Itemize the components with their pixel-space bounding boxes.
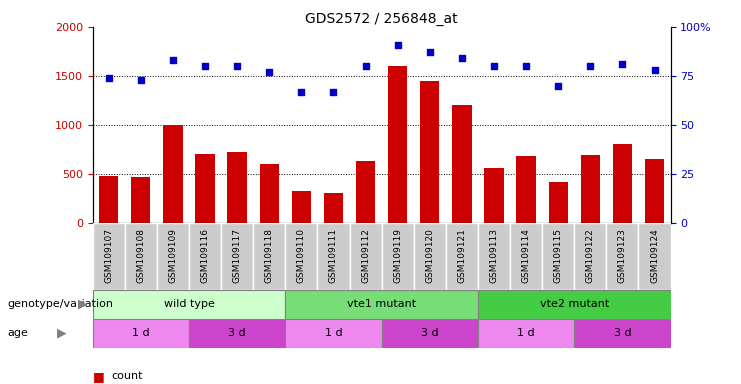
Point: [392, 41, 404, 48]
Bar: [516, 156, 536, 223]
Bar: [317, 223, 350, 290]
Bar: [285, 319, 382, 348]
Bar: [510, 223, 542, 290]
Text: GSM109116: GSM109116: [201, 228, 210, 283]
Bar: [382, 319, 478, 348]
Bar: [227, 152, 247, 223]
Point: [456, 55, 468, 61]
Point: [296, 88, 308, 94]
Text: GSM109118: GSM109118: [265, 228, 273, 283]
Bar: [157, 223, 189, 290]
Text: genotype/variation: genotype/variation: [7, 299, 113, 310]
Bar: [189, 223, 221, 290]
Bar: [388, 66, 408, 223]
Bar: [478, 290, 671, 319]
Text: GSM109111: GSM109111: [329, 228, 338, 283]
Bar: [420, 81, 439, 223]
Title: GDS2572 / 256848_at: GDS2572 / 256848_at: [305, 12, 458, 26]
Point: [424, 49, 436, 55]
Text: GSM109119: GSM109119: [393, 228, 402, 283]
Bar: [581, 155, 600, 223]
Bar: [221, 223, 253, 290]
Bar: [259, 164, 279, 223]
Point: [103, 75, 115, 81]
Text: 1 d: 1 d: [517, 328, 535, 338]
Text: GSM109107: GSM109107: [104, 228, 113, 283]
Bar: [292, 191, 311, 223]
Bar: [131, 177, 150, 223]
Point: [520, 63, 532, 69]
Text: GSM109113: GSM109113: [490, 228, 499, 283]
Text: GSM109122: GSM109122: [586, 228, 595, 283]
Bar: [485, 168, 504, 223]
Bar: [163, 125, 182, 223]
Text: count: count: [111, 371, 143, 381]
Text: GSM109109: GSM109109: [168, 228, 177, 283]
Bar: [93, 290, 285, 319]
Point: [199, 63, 211, 69]
Text: GSM109121: GSM109121: [457, 228, 466, 283]
Bar: [93, 319, 189, 348]
Text: GSM109123: GSM109123: [618, 228, 627, 283]
Text: GSM109114: GSM109114: [522, 228, 531, 283]
Text: ▶: ▶: [57, 327, 67, 339]
Text: 3 d: 3 d: [421, 328, 439, 338]
Text: vte1 mutant: vte1 mutant: [347, 299, 416, 310]
Bar: [452, 105, 471, 223]
Bar: [285, 223, 317, 290]
Bar: [253, 223, 285, 290]
Bar: [382, 223, 413, 290]
Text: ▶: ▶: [78, 298, 87, 311]
Bar: [99, 176, 119, 223]
Point: [167, 57, 179, 63]
Text: 3 d: 3 d: [614, 328, 631, 338]
Point: [328, 88, 339, 94]
Bar: [574, 319, 671, 348]
Bar: [478, 319, 574, 348]
Bar: [542, 223, 574, 290]
Point: [617, 61, 628, 67]
Text: wild type: wild type: [164, 299, 214, 310]
Text: GSM109115: GSM109115: [554, 228, 562, 283]
Text: 1 d: 1 d: [132, 328, 150, 338]
Text: GSM109112: GSM109112: [361, 228, 370, 283]
Bar: [93, 223, 124, 290]
Point: [135, 77, 147, 83]
Point: [585, 63, 597, 69]
Text: GSM109117: GSM109117: [233, 228, 242, 283]
Bar: [606, 223, 639, 290]
Bar: [189, 319, 285, 348]
Text: GSM109120: GSM109120: [425, 228, 434, 283]
Point: [552, 83, 564, 89]
Point: [263, 69, 275, 75]
Text: 1 d: 1 d: [325, 328, 342, 338]
Bar: [574, 223, 606, 290]
Text: vte2 mutant: vte2 mutant: [539, 299, 609, 310]
Point: [231, 63, 243, 69]
Point: [359, 63, 371, 69]
Bar: [645, 159, 664, 223]
Text: GSM109110: GSM109110: [297, 228, 306, 283]
Bar: [639, 223, 671, 290]
Bar: [324, 194, 343, 223]
Text: ■: ■: [93, 370, 104, 383]
Bar: [196, 154, 215, 223]
Bar: [548, 182, 568, 223]
Text: 3 d: 3 d: [228, 328, 246, 338]
Point: [648, 67, 660, 73]
Bar: [413, 223, 446, 290]
Text: GSM109124: GSM109124: [650, 228, 659, 283]
Bar: [285, 290, 478, 319]
Bar: [613, 144, 632, 223]
Text: GSM109108: GSM109108: [136, 228, 145, 283]
Bar: [446, 223, 478, 290]
Bar: [356, 161, 375, 223]
Bar: [350, 223, 382, 290]
Bar: [478, 223, 510, 290]
Point: [488, 63, 500, 69]
Bar: [124, 223, 157, 290]
Text: age: age: [7, 328, 28, 338]
